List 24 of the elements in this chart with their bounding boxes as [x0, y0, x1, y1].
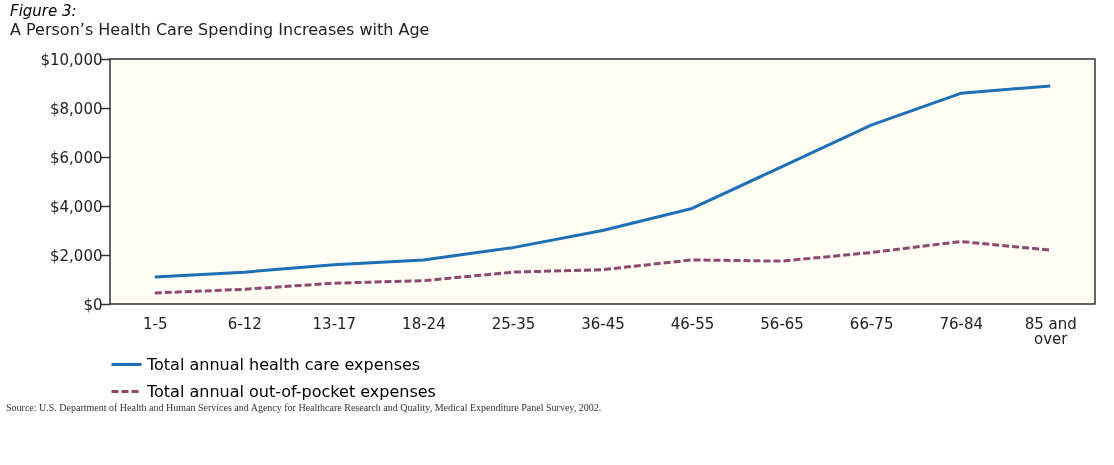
legend-label: Total annual health care expenses: [146, 354, 421, 374]
x-tick-label: 85 and over: [1024, 314, 1077, 348]
chart-title: Figure 3:: [10, 2, 77, 20]
x-tick-label: 66-75: [849, 314, 894, 333]
y-tick-label: $0: [83, 295, 103, 314]
y-tick-label: $4,000: [50, 197, 103, 216]
y-tick-label: $8,000: [50, 99, 103, 118]
y-tick-label: $6,000: [50, 148, 103, 167]
x-tick-label: 25-35: [491, 314, 536, 333]
x-tick-label: 18-24: [402, 314, 446, 333]
line-series: [153, 84, 1052, 279]
chart-subtitle: A Person’s Health Care Spending Increases with Age: [10, 20, 430, 39]
x-tick-label: 46-55: [670, 314, 715, 333]
x-tick-label: 56-65: [760, 314, 804, 333]
line-series: [153, 240, 1052, 295]
x-tick-label: 13-17: [312, 314, 357, 333]
x-tick-label: 36-45: [581, 314, 625, 333]
source-note: Source: U.S. Department of Health and Human Services and Agency for Healthcare Research and Quality, Medical Expenditure Panel Survey, 2002.: [6, 402, 603, 413]
legend-label: Total annual out-of-pocket expenses: [146, 381, 436, 401]
x-tick-label: 1-5: [143, 314, 168, 333]
y-tick-label: $2,000: [50, 246, 103, 265]
x-tick-label: 76-84: [939, 314, 983, 333]
y-tick-label: $10,000: [40, 50, 103, 69]
x-tick-label: 6-12: [227, 314, 262, 333]
